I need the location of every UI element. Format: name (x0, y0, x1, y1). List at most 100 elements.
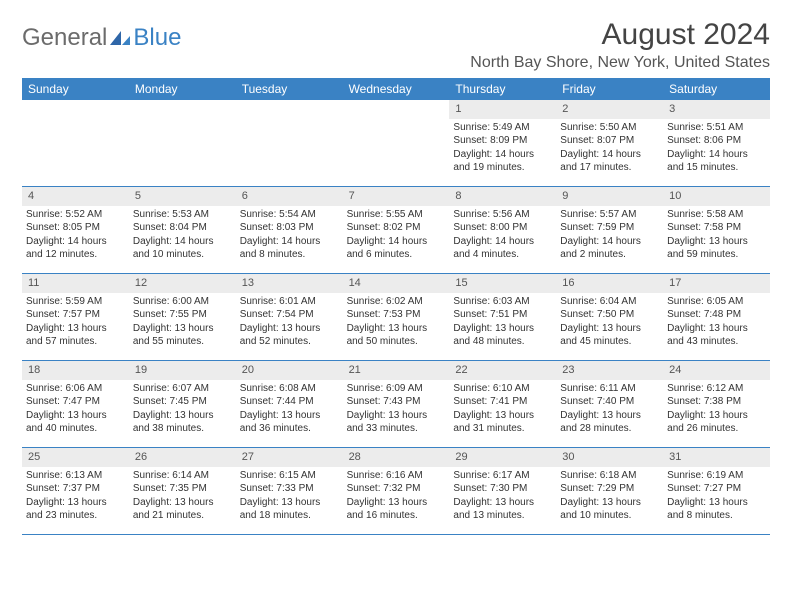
weekday-header: Friday (556, 78, 663, 100)
sunset-text: Sunset: 7:51 PM (453, 308, 552, 322)
month-title: August 2024 (470, 18, 770, 52)
day-cell: 20Sunrise: 6:08 AMSunset: 7:44 PMDayligh… (236, 361, 343, 447)
day-body: Sunrise: 5:56 AMSunset: 8:00 PMDaylight:… (449, 208, 556, 266)
day-cell: 2 Sunrise: 5:50 AMSunset: 8:07 PMDaylight… (556, 100, 663, 186)
logo-sail-icon (109, 29, 131, 47)
sunrise-text: Sunrise: 6:11 AM (560, 382, 659, 396)
day-body: Sunrise: 6:01 AMSunset: 7:54 PMDaylight:… (236, 295, 343, 353)
day-number: 10 (663, 187, 770, 206)
sunrise-text: Sunrise: 5:57 AM (560, 208, 659, 222)
day-number: 16 (556, 274, 663, 293)
sunrise-text: Sunrise: 6:03 AM (453, 295, 552, 309)
day-number: 14 (343, 274, 450, 293)
day-body: Sunrise: 6:14 AMSunset: 7:35 PMDaylight:… (129, 469, 236, 527)
calendar: Sunday Monday Tuesday Wednesday Thursday… (22, 78, 770, 535)
daylight-text: Daylight: 13 hours and 33 minutes. (347, 409, 446, 436)
day-cell: . (343, 100, 450, 186)
weekday-header: Saturday (663, 78, 770, 100)
day-number: 13 (236, 274, 343, 293)
day-body: Sunrise: 5:52 AMSunset: 8:05 PMDaylight:… (22, 208, 129, 266)
sunrise-text: Sunrise: 6:08 AM (240, 382, 339, 396)
day-cell: . (236, 100, 343, 186)
day-cell: 12Sunrise: 6:00 AMSunset: 7:55 PMDayligh… (129, 274, 236, 360)
day-body: Sunrise: 5:51 AMSunset: 8:06 PMDaylight:… (663, 121, 770, 179)
day-cell: 29Sunrise: 6:17 AMSunset: 7:30 PMDayligh… (449, 448, 556, 534)
sunset-text: Sunset: 7:50 PM (560, 308, 659, 322)
daylight-text: Daylight: 13 hours and 23 minutes. (26, 496, 125, 523)
day-number: 30 (556, 448, 663, 467)
sunrise-text: Sunrise: 5:51 AM (667, 121, 766, 135)
day-body: Sunrise: 5:55 AMSunset: 8:02 PMDaylight:… (343, 208, 450, 266)
sunrise-text: Sunrise: 5:53 AM (133, 208, 232, 222)
sunset-text: Sunset: 7:45 PM (133, 395, 232, 409)
day-cell: 13 Sunrise: 6:01 AMSunset: 7:54 PMDayligh… (236, 274, 343, 360)
day-body: Sunrise: 5:50 AMSunset: 8:07 PMDaylight:… (556, 121, 663, 179)
sunrise-text: Sunrise: 6:04 AM (560, 295, 659, 309)
week-row: 11Sunrise: 5:59 AMSunset: 7:57 PMDayligh… (22, 274, 770, 361)
day-number: 8 (449, 187, 556, 206)
day-number: 9 (556, 187, 663, 206)
day-number: 22 (449, 361, 556, 380)
day-number: 2 (556, 100, 663, 119)
daylight-text: Daylight: 14 hours and 10 minutes. (133, 235, 232, 262)
weekday-header: Wednesday (343, 78, 450, 100)
daylight-text: Daylight: 14 hours and 15 minutes. (667, 148, 766, 175)
sunset-text: Sunset: 7:54 PM (240, 308, 339, 322)
day-body: Sunrise: 5:54 AMSunset: 8:03 PMDaylight:… (236, 208, 343, 266)
day-number: 20 (236, 361, 343, 380)
day-body: Sunrise: 6:19 AMSunset: 7:27 PMDaylight:… (663, 469, 770, 527)
day-number: 29 (449, 448, 556, 467)
day-cell: 14 Sunrise: 6:02 AMSunset: 7:53 PMDayligh… (343, 274, 450, 360)
day-cell: 25Sunrise: 6:13 AMSunset: 7:37 PMDayligh… (22, 448, 129, 534)
day-body: Sunrise: 6:13 AMSunset: 7:37 PMDaylight:… (22, 469, 129, 527)
sunset-text: Sunset: 8:06 PM (667, 134, 766, 148)
day-body: Sunrise: 6:05 AMSunset: 7:48 PMDaylight:… (663, 295, 770, 353)
week-row: 18Sunrise: 6:06 AMSunset: 7:47 PMDayligh… (22, 361, 770, 448)
sunset-text: Sunset: 7:29 PM (560, 482, 659, 496)
sunrise-text: Sunrise: 6:13 AM (26, 469, 125, 483)
sunrise-text: Sunrise: 6:16 AM (347, 469, 446, 483)
day-body: Sunrise: 6:02 AMSunset: 7:53 PMDaylight:… (343, 295, 450, 353)
logo-text-general: General (22, 24, 107, 52)
sunset-text: Sunset: 7:44 PM (240, 395, 339, 409)
sunset-text: Sunset: 7:38 PM (667, 395, 766, 409)
day-body: Sunrise: 6:04 AMSunset: 7:50 PMDaylight:… (556, 295, 663, 353)
sunset-text: Sunset: 7:35 PM (133, 482, 232, 496)
week-row: 25Sunrise: 6:13 AMSunset: 7:37 PMDayligh… (22, 448, 770, 535)
day-body: Sunrise: 6:10 AMSunset: 7:41 PMDaylight:… (449, 382, 556, 440)
sunset-text: Sunset: 7:59 PM (560, 221, 659, 235)
day-body: Sunrise: 6:15 AMSunset: 7:33 PMDaylight:… (236, 469, 343, 527)
day-number: 12 (129, 274, 236, 293)
day-cell: 30Sunrise: 6:18 AMSunset: 7:29 PMDayligh… (556, 448, 663, 534)
sunset-text: Sunset: 8:00 PM (453, 221, 552, 235)
daylight-text: Daylight: 14 hours and 6 minutes. (347, 235, 446, 262)
sunset-text: Sunset: 7:58 PM (667, 221, 766, 235)
day-cell: 5 Sunrise: 5:53 AMSunset: 8:04 PMDaylight… (129, 187, 236, 273)
sunset-text: Sunset: 7:33 PM (240, 482, 339, 496)
sunrise-text: Sunrise: 6:06 AM (26, 382, 125, 396)
day-number: 24 (663, 361, 770, 380)
sunrise-text: Sunrise: 5:58 AM (667, 208, 766, 222)
day-body: Sunrise: 6:03 AMSunset: 7:51 PMDaylight:… (449, 295, 556, 353)
daylight-text: Daylight: 13 hours and 16 minutes. (347, 496, 446, 523)
day-cell: 10Sunrise: 5:58 AMSunset: 7:58 PMDayligh… (663, 187, 770, 273)
day-cell: 3Sunrise: 5:51 AMSunset: 8:06 PMDaylight… (663, 100, 770, 186)
weekday-header: Monday (129, 78, 236, 100)
day-cell: 31Sunrise: 6:19 AMSunset: 7:27 PMDayligh… (663, 448, 770, 534)
day-number: 23 (556, 361, 663, 380)
weekday-header: Thursday (449, 78, 556, 100)
sunset-text: Sunset: 7:32 PM (347, 482, 446, 496)
day-cell: 24Sunrise: 6:12 AMSunset: 7:38 PMDayligh… (663, 361, 770, 447)
daylight-text: Daylight: 13 hours and 57 minutes. (26, 322, 125, 349)
day-body: Sunrise: 6:07 AMSunset: 7:45 PMDaylight:… (129, 382, 236, 440)
sunset-text: Sunset: 8:04 PM (133, 221, 232, 235)
day-number: 1 (449, 100, 556, 119)
sunrise-text: Sunrise: 5:54 AM (240, 208, 339, 222)
day-number: 11 (22, 274, 129, 293)
daylight-text: Daylight: 13 hours and 45 minutes. (560, 322, 659, 349)
sunrise-text: Sunrise: 6:02 AM (347, 295, 446, 309)
day-cell: 9Sunrise: 5:57 AMSunset: 7:59 PMDaylight… (556, 187, 663, 273)
day-number: 5 (129, 187, 236, 206)
title-block: August 2024 North Bay Shore, New York, U… (470, 18, 770, 72)
day-cell: 17Sunrise: 6:05 AMSunset: 7:48 PMDayligh… (663, 274, 770, 360)
